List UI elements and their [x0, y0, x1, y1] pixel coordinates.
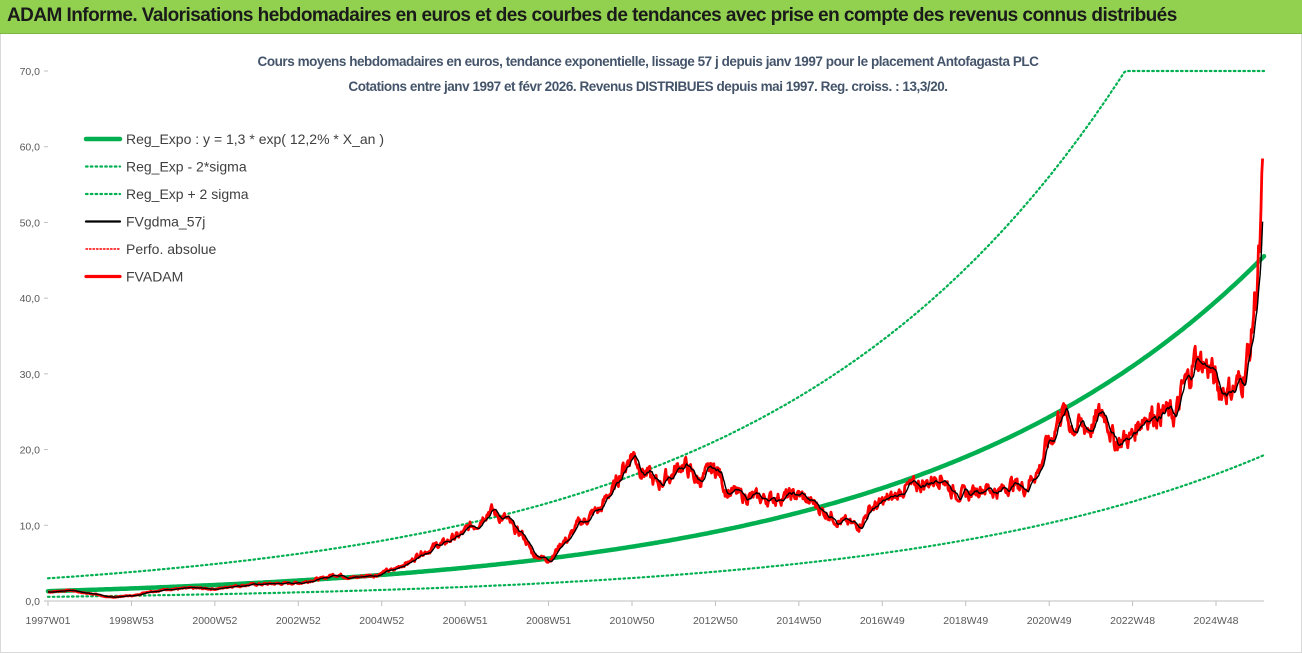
x-tick-label: 2008W51 — [526, 615, 571, 627]
y-axis: 0,0 10,0 20,0 30,0 40,0 50,0 60,0 70,0 — [20, 66, 48, 608]
y-tick-label: 50,0 — [20, 217, 41, 229]
x-tick-label: 2020W49 — [1027, 615, 1072, 627]
x-axis: 1997W01 1998W53 2000W52 2002W52 2004W52 2006W… — [26, 600, 1264, 627]
x-tick-label: 2012W50 — [693, 615, 738, 627]
report-title: ADAM Informe. Valorisations hebdomadaire… — [7, 5, 1177, 26]
y-tick-label: 60,0 — [20, 142, 41, 154]
y-tick-label: 70,0 — [20, 66, 41, 78]
x-tick-label: 2002W52 — [276, 615, 321, 627]
plot-area — [45, 69, 1267, 599]
series-reg-exp-minus-2sigma — [46, 454, 1266, 598]
y-tick-label: 20,0 — [20, 445, 41, 457]
series-fvgdma-57j — [48, 221, 1264, 598]
y-tick-label: 10,0 — [20, 520, 41, 532]
chart-title-line-2: Cotations entre janv 1997 et févr 2026. … — [348, 79, 947, 94]
x-tick-label: 2016W49 — [860, 615, 905, 627]
legend-label: Reg_Exp - 2*sigma — [126, 159, 247, 175]
x-tick-label: 2024W48 — [1194, 615, 1239, 627]
x-tick-label: 2006W51 — [443, 615, 488, 627]
legend-label: FVADAM — [126, 269, 183, 285]
series-reg-exp-plus-2sigma — [46, 69, 1266, 580]
y-tick-label: 0,0 — [25, 596, 40, 608]
x-tick-label: 1998W53 — [109, 615, 154, 627]
x-tick-label: 2004W52 — [359, 615, 404, 627]
x-tick-label: 2010W50 — [610, 615, 655, 627]
y-tick-label: 40,0 — [20, 293, 41, 305]
legend-label: Reg_Expo : y = 1,3 * exp( 12,2% * X_an ) — [126, 131, 384, 147]
chart-title-line-1: Cours moyens hebdomadaires en euros, ten… — [258, 54, 1040, 69]
series-fvadam — [47, 158, 1264, 599]
legend: Reg_Expo : y = 1,3 * exp( 12,2% * X_an )… — [83, 131, 384, 285]
x-tick-label: 1997W01 — [26, 615, 71, 627]
legend-label: FVgdma_57j — [126, 214, 205, 230]
x-tick-label: 2022W48 — [1110, 615, 1155, 627]
legend-label: Perfo. absolue — [126, 241, 216, 257]
series-perfo-absolue — [48, 158, 1264, 598]
x-tick-label: 2018W49 — [943, 615, 988, 627]
y-tick-label: 30,0 — [20, 369, 41, 381]
legend-label: Reg_Exp + 2 sigma — [126, 186, 249, 202]
x-tick-label: 2014W50 — [776, 615, 821, 627]
report-banner: ADAM Informe. Valorisations hebdomadaire… — [0, 0, 1302, 34]
x-tick-label: 2000W52 — [192, 615, 237, 627]
